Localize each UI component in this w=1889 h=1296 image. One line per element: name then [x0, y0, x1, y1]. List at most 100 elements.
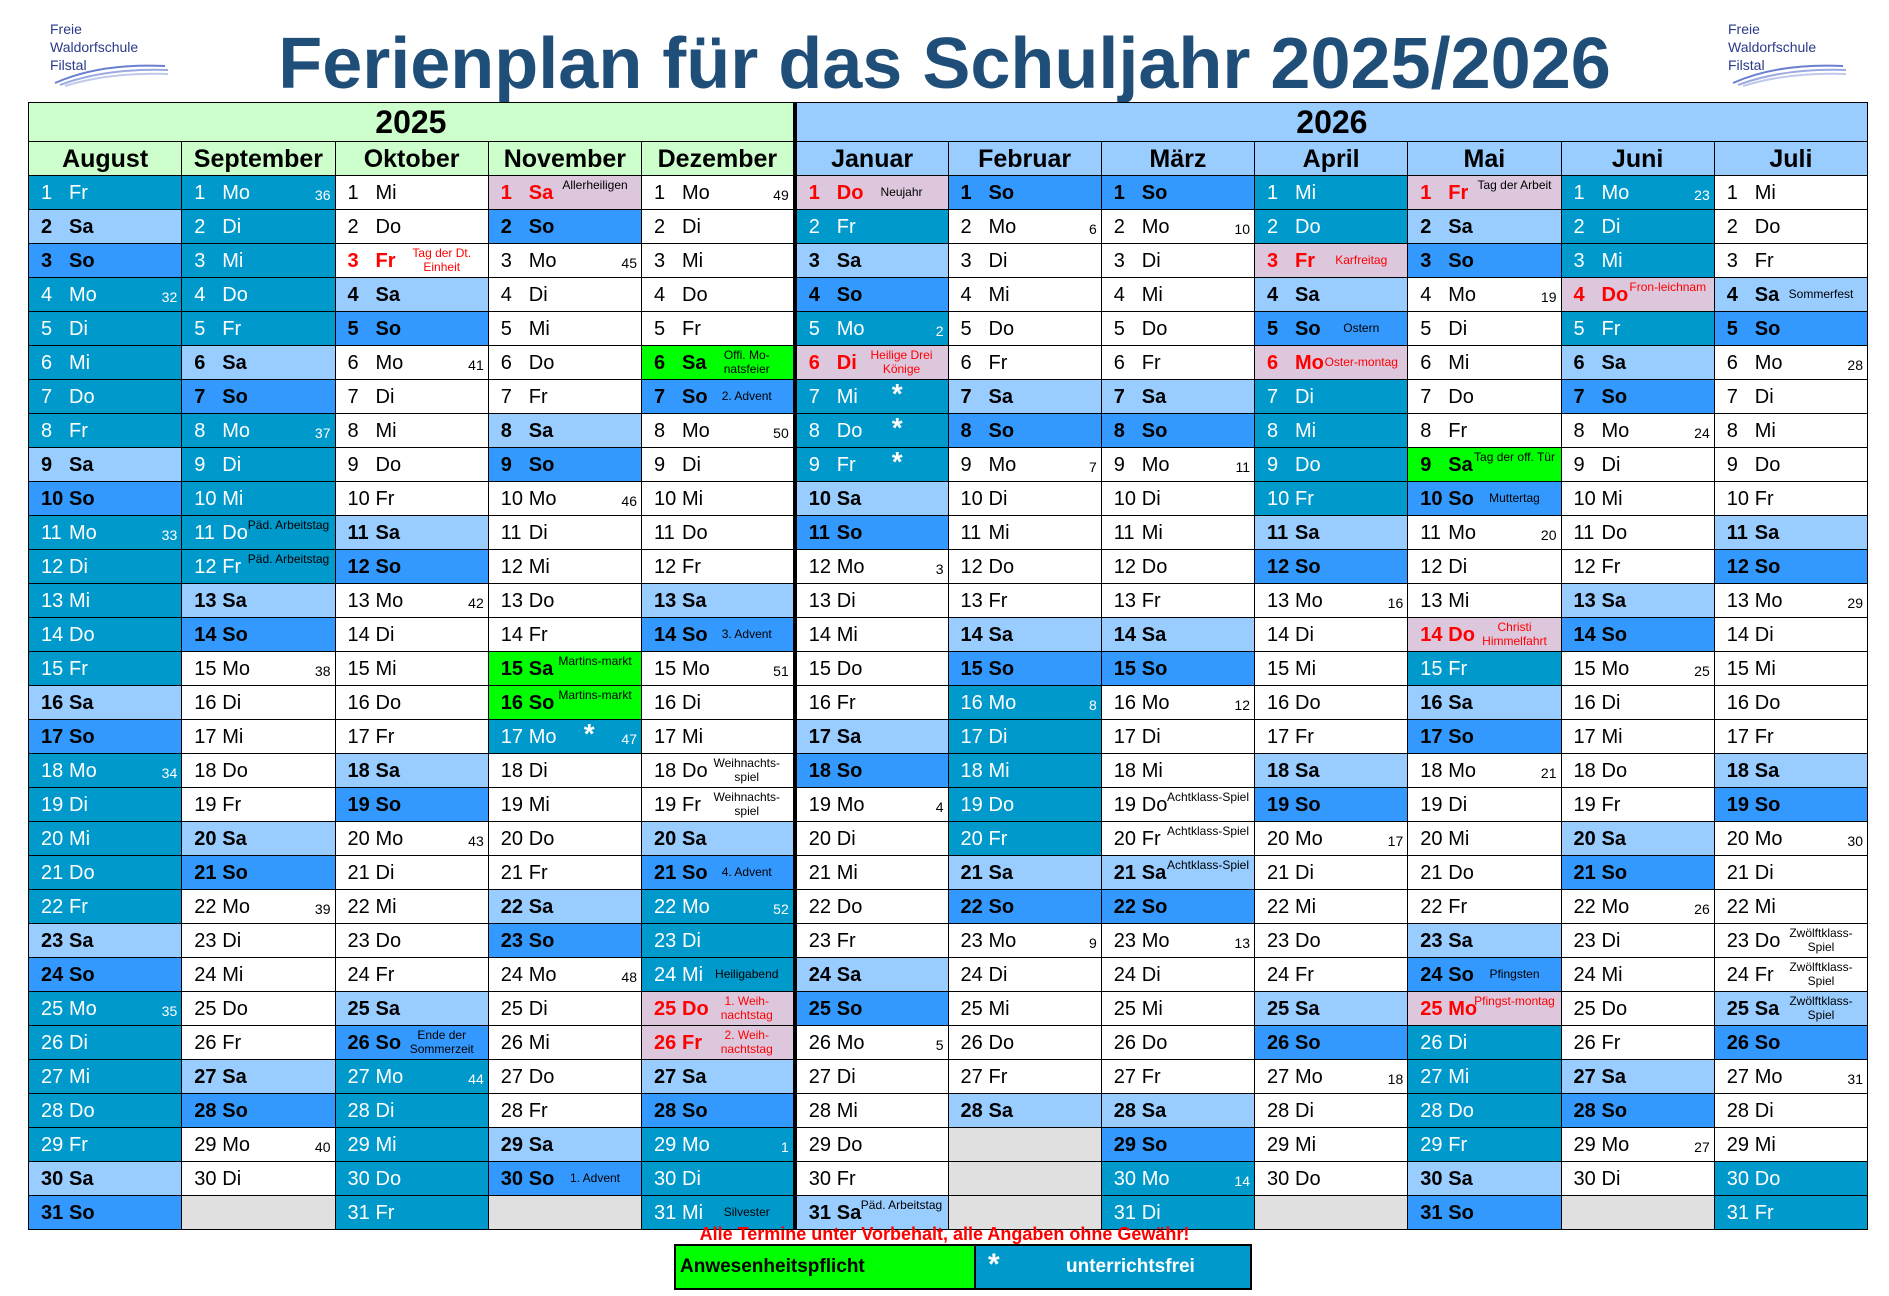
day-note: Tag der Dt. Einheit: [412, 246, 472, 274]
day-cell: 30 So 1. Advent: [487, 1161, 643, 1196]
weekday: Fr: [1295, 964, 1314, 986]
weekday: Fr: [988, 828, 1008, 850]
weekday: Mo: [222, 182, 251, 204]
day-number: 22: [1420, 896, 1443, 918]
weekday: Sa: [1448, 692, 1473, 714]
day-cell: 6 Sa Offi. Mo-natsfeier: [640, 345, 797, 380]
day-number: 27: [41, 1066, 64, 1088]
year-header-row: 2025 2026: [27, 102, 1868, 142]
weekday: Mi: [1448, 352, 1470, 374]
day-cell: 19 So: [334, 787, 489, 822]
weekday: Do: [1754, 692, 1781, 714]
day-cell: 27 Fr: [1100, 1059, 1256, 1094]
day-cell: 10 Mi: [640, 481, 797, 516]
weekday: Mo: [1601, 1134, 1630, 1156]
day-cell: 25 Mi: [1100, 991, 1256, 1026]
day-cell: 26 Do: [1100, 1025, 1256, 1060]
day-cell: 5 Do: [947, 311, 1102, 346]
day-number: 23: [960, 930, 983, 952]
day-number: 14: [654, 624, 677, 646]
weekday: Sa: [1754, 522, 1780, 544]
day-number: 5: [1573, 318, 1585, 340]
weekday: So: [375, 1032, 402, 1054]
weekday: Sa: [1601, 1066, 1626, 1088]
day-cell: 30 Mo 14: [1100, 1161, 1256, 1196]
day-cell: 21 Di: [1253, 855, 1409, 890]
day-note: Päd. Arbeitstag: [247, 518, 330, 532]
day-number: 1: [654, 182, 666, 204]
day-cell: 21 Sa: [947, 855, 1102, 890]
weekday: Fr: [1295, 250, 1315, 272]
day-number: 3: [1267, 250, 1279, 272]
day-cell: 13 Do: [487, 583, 643, 618]
day-number: 24: [1726, 964, 1749, 986]
day-number: 11: [1267, 522, 1289, 544]
day-cell: 13 Mi: [1407, 583, 1562, 618]
day-number: 18: [1726, 760, 1749, 782]
weekday: Di: [375, 1100, 395, 1122]
day-cell: 16 So Martins-markt: [487, 685, 643, 720]
week-number: 51: [773, 663, 789, 679]
weekday: Do: [988, 794, 1015, 816]
day-cell: 10 Mi: [181, 481, 336, 516]
legend: Anwesenheitspflicht * unterrichtsfrei: [674, 1244, 1252, 1290]
month-header: Dezember: [640, 141, 797, 176]
day-number: 26: [1267, 1032, 1290, 1054]
day-number: 18: [41, 760, 64, 782]
day-note: 2. Weih-nachtstag: [720, 1028, 773, 1056]
day-number: 23: [41, 930, 64, 952]
day-cell: 29 Mi: [1253, 1127, 1409, 1162]
day-number: 30: [194, 1168, 217, 1190]
day-cell: 6 Mo 28: [1713, 345, 1869, 380]
weekday: So: [682, 862, 708, 884]
day-cell: 17 Mi: [640, 719, 797, 754]
day-cell: 3 Mi: [640, 243, 797, 278]
day-cell: 17 Sa: [794, 719, 949, 754]
weekday: Fr: [222, 794, 242, 816]
day-number: 7: [960, 386, 972, 408]
weekday: Mo: [1754, 590, 1783, 612]
day-number: 16: [1573, 692, 1596, 714]
day-cell: 21 Di: [334, 855, 489, 890]
weekday: Mi: [528, 794, 550, 816]
day-cell: 2 Fr: [794, 209, 949, 244]
day-number: 22: [1726, 896, 1749, 918]
day-number: 9: [808, 454, 820, 476]
weekday: Do: [1448, 1100, 1474, 1122]
weekday: So: [836, 998, 863, 1020]
day-number: 29: [347, 1134, 370, 1156]
weekday: Fr: [1601, 794, 1621, 816]
day-cell: 14 Mi: [794, 617, 949, 652]
weekday: Sa: [1141, 386, 1167, 408]
day-number: 3: [960, 250, 972, 272]
week-number: 7: [1088, 459, 1097, 475]
day-note: Pfingst-montag: [1474, 994, 1555, 1008]
day-cell: 23 Di: [640, 923, 797, 958]
day-row: 16 Sa 16 Di 16 Do 16 So Martins-markt 16 Di 16 Fr 16 M…: [27, 685, 1869, 720]
day-cell: 3 Fr Tag der Dt. Einheit: [334, 243, 489, 278]
day-number: 13: [1726, 590, 1749, 612]
day-number: 7: [1573, 386, 1585, 408]
day-row: 31 So 31 Fr 31 Mi Silvester 31 Sa Päd. Arbeitstag…: [27, 1195, 1869, 1230]
day-number: 13: [1573, 590, 1596, 612]
day-cell: 19 So: [1253, 787, 1409, 822]
day-number: 4: [347, 284, 359, 306]
day-number: 17: [808, 726, 831, 748]
day-number: 28: [1420, 1100, 1443, 1122]
weekday: Do: [1601, 998, 1628, 1020]
day-cell: 15 Mo 25: [1560, 651, 1715, 686]
weekday: So: [69, 488, 95, 510]
day-number: 18: [194, 760, 217, 782]
weekday: Mo: [1601, 420, 1630, 442]
day-cell: 28 Do: [1407, 1093, 1562, 1128]
day-number: 28: [1113, 1100, 1136, 1122]
day-cell: 21 Do: [27, 855, 183, 890]
day-cell: 21 Do: [1407, 855, 1562, 890]
weekday: Do: [1295, 454, 1321, 476]
day-cell: 28 So: [640, 1093, 797, 1128]
weekday: Sa: [222, 352, 247, 374]
weekday: Mi: [836, 1100, 858, 1122]
day-cell: 17 Fr: [1713, 719, 1869, 754]
day-cell: 6 Fr: [947, 345, 1102, 380]
day-number: 19: [960, 794, 983, 816]
